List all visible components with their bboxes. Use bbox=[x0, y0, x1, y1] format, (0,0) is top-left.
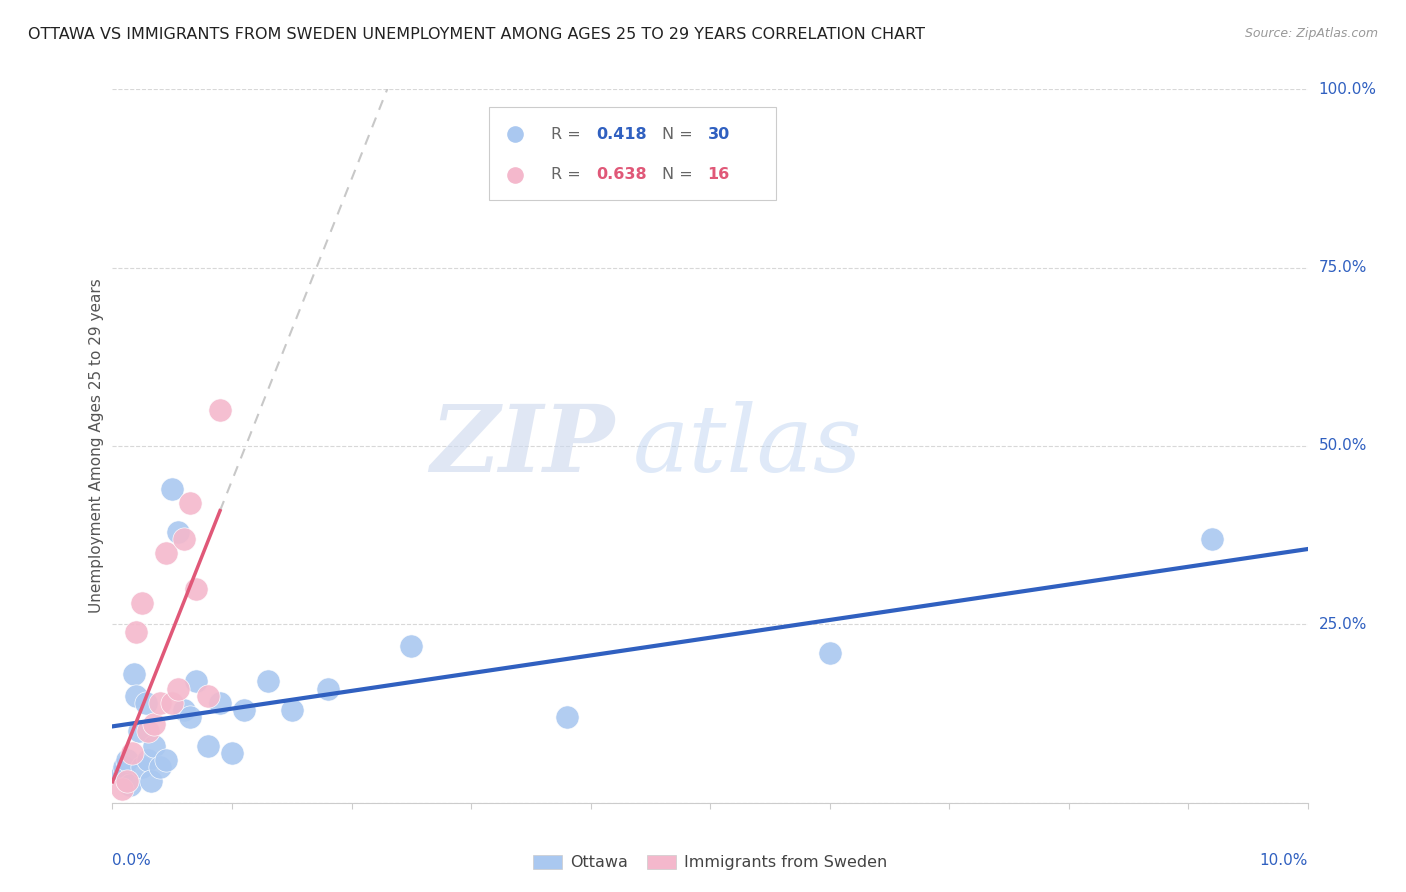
Point bbox=[186, 674, 208, 689]
Point bbox=[121, 746, 143, 760]
Point bbox=[138, 753, 160, 767]
Text: atlas: atlas bbox=[633, 401, 862, 491]
Point bbox=[115, 753, 138, 767]
Point bbox=[208, 696, 231, 710]
Point bbox=[131, 596, 153, 610]
Text: 10.0%: 10.0% bbox=[1260, 853, 1308, 868]
Point bbox=[162, 482, 183, 496]
Point bbox=[138, 724, 160, 739]
Text: R =: R = bbox=[551, 127, 586, 142]
Text: N =: N = bbox=[662, 127, 699, 142]
Point bbox=[1201, 532, 1223, 546]
Text: ZIP: ZIP bbox=[430, 401, 614, 491]
Text: R =: R = bbox=[551, 168, 586, 182]
Text: 0.638: 0.638 bbox=[596, 168, 647, 182]
Point bbox=[197, 739, 219, 753]
Point bbox=[167, 681, 190, 696]
Point bbox=[162, 696, 183, 710]
Point bbox=[111, 767, 134, 781]
Point bbox=[143, 717, 166, 731]
FancyBboxPatch shape bbox=[489, 107, 776, 200]
Point bbox=[125, 624, 148, 639]
Point bbox=[155, 753, 177, 767]
Point bbox=[114, 760, 135, 774]
Point bbox=[143, 739, 166, 753]
Point bbox=[197, 689, 219, 703]
Text: 16: 16 bbox=[707, 168, 730, 182]
Point bbox=[167, 524, 190, 539]
Point bbox=[173, 703, 195, 717]
Point bbox=[316, 681, 339, 696]
Point bbox=[208, 403, 231, 417]
Point bbox=[186, 582, 208, 596]
Point bbox=[401, 639, 423, 653]
Text: 0.0%: 0.0% bbox=[112, 853, 152, 868]
Text: N =: N = bbox=[662, 168, 699, 182]
Point bbox=[555, 710, 578, 724]
Point bbox=[115, 774, 138, 789]
Legend: Ottawa, Immigrants from Sweden: Ottawa, Immigrants from Sweden bbox=[527, 848, 893, 877]
Point bbox=[149, 696, 172, 710]
Point bbox=[128, 724, 150, 739]
Point bbox=[232, 703, 256, 717]
Point bbox=[155, 546, 177, 560]
Text: 50.0%: 50.0% bbox=[1319, 439, 1367, 453]
Point bbox=[818, 646, 841, 660]
Point bbox=[179, 710, 201, 724]
Y-axis label: Unemployment Among Ages 25 to 29 years: Unemployment Among Ages 25 to 29 years bbox=[89, 278, 104, 614]
Text: 25.0%: 25.0% bbox=[1319, 617, 1367, 632]
Point bbox=[173, 532, 195, 546]
Text: 100.0%: 100.0% bbox=[1319, 82, 1376, 96]
Point bbox=[149, 760, 172, 774]
Text: OTTAWA VS IMMIGRANTS FROM SWEDEN UNEMPLOYMENT AMONG AGES 25 TO 29 YEARS CORRELAT: OTTAWA VS IMMIGRANTS FROM SWEDEN UNEMPLO… bbox=[28, 27, 925, 42]
Point bbox=[111, 781, 134, 796]
Point bbox=[122, 667, 145, 681]
Text: 0.418: 0.418 bbox=[596, 127, 647, 142]
Text: Source: ZipAtlas.com: Source: ZipAtlas.com bbox=[1244, 27, 1378, 40]
Point bbox=[131, 760, 153, 774]
Point bbox=[179, 496, 201, 510]
Point bbox=[120, 778, 142, 792]
Text: 30: 30 bbox=[707, 127, 730, 142]
Point bbox=[139, 774, 162, 789]
Point bbox=[125, 689, 148, 703]
Point bbox=[257, 674, 280, 689]
Text: 75.0%: 75.0% bbox=[1319, 260, 1367, 275]
Point bbox=[221, 746, 243, 760]
Point bbox=[281, 703, 304, 717]
Point bbox=[135, 696, 157, 710]
